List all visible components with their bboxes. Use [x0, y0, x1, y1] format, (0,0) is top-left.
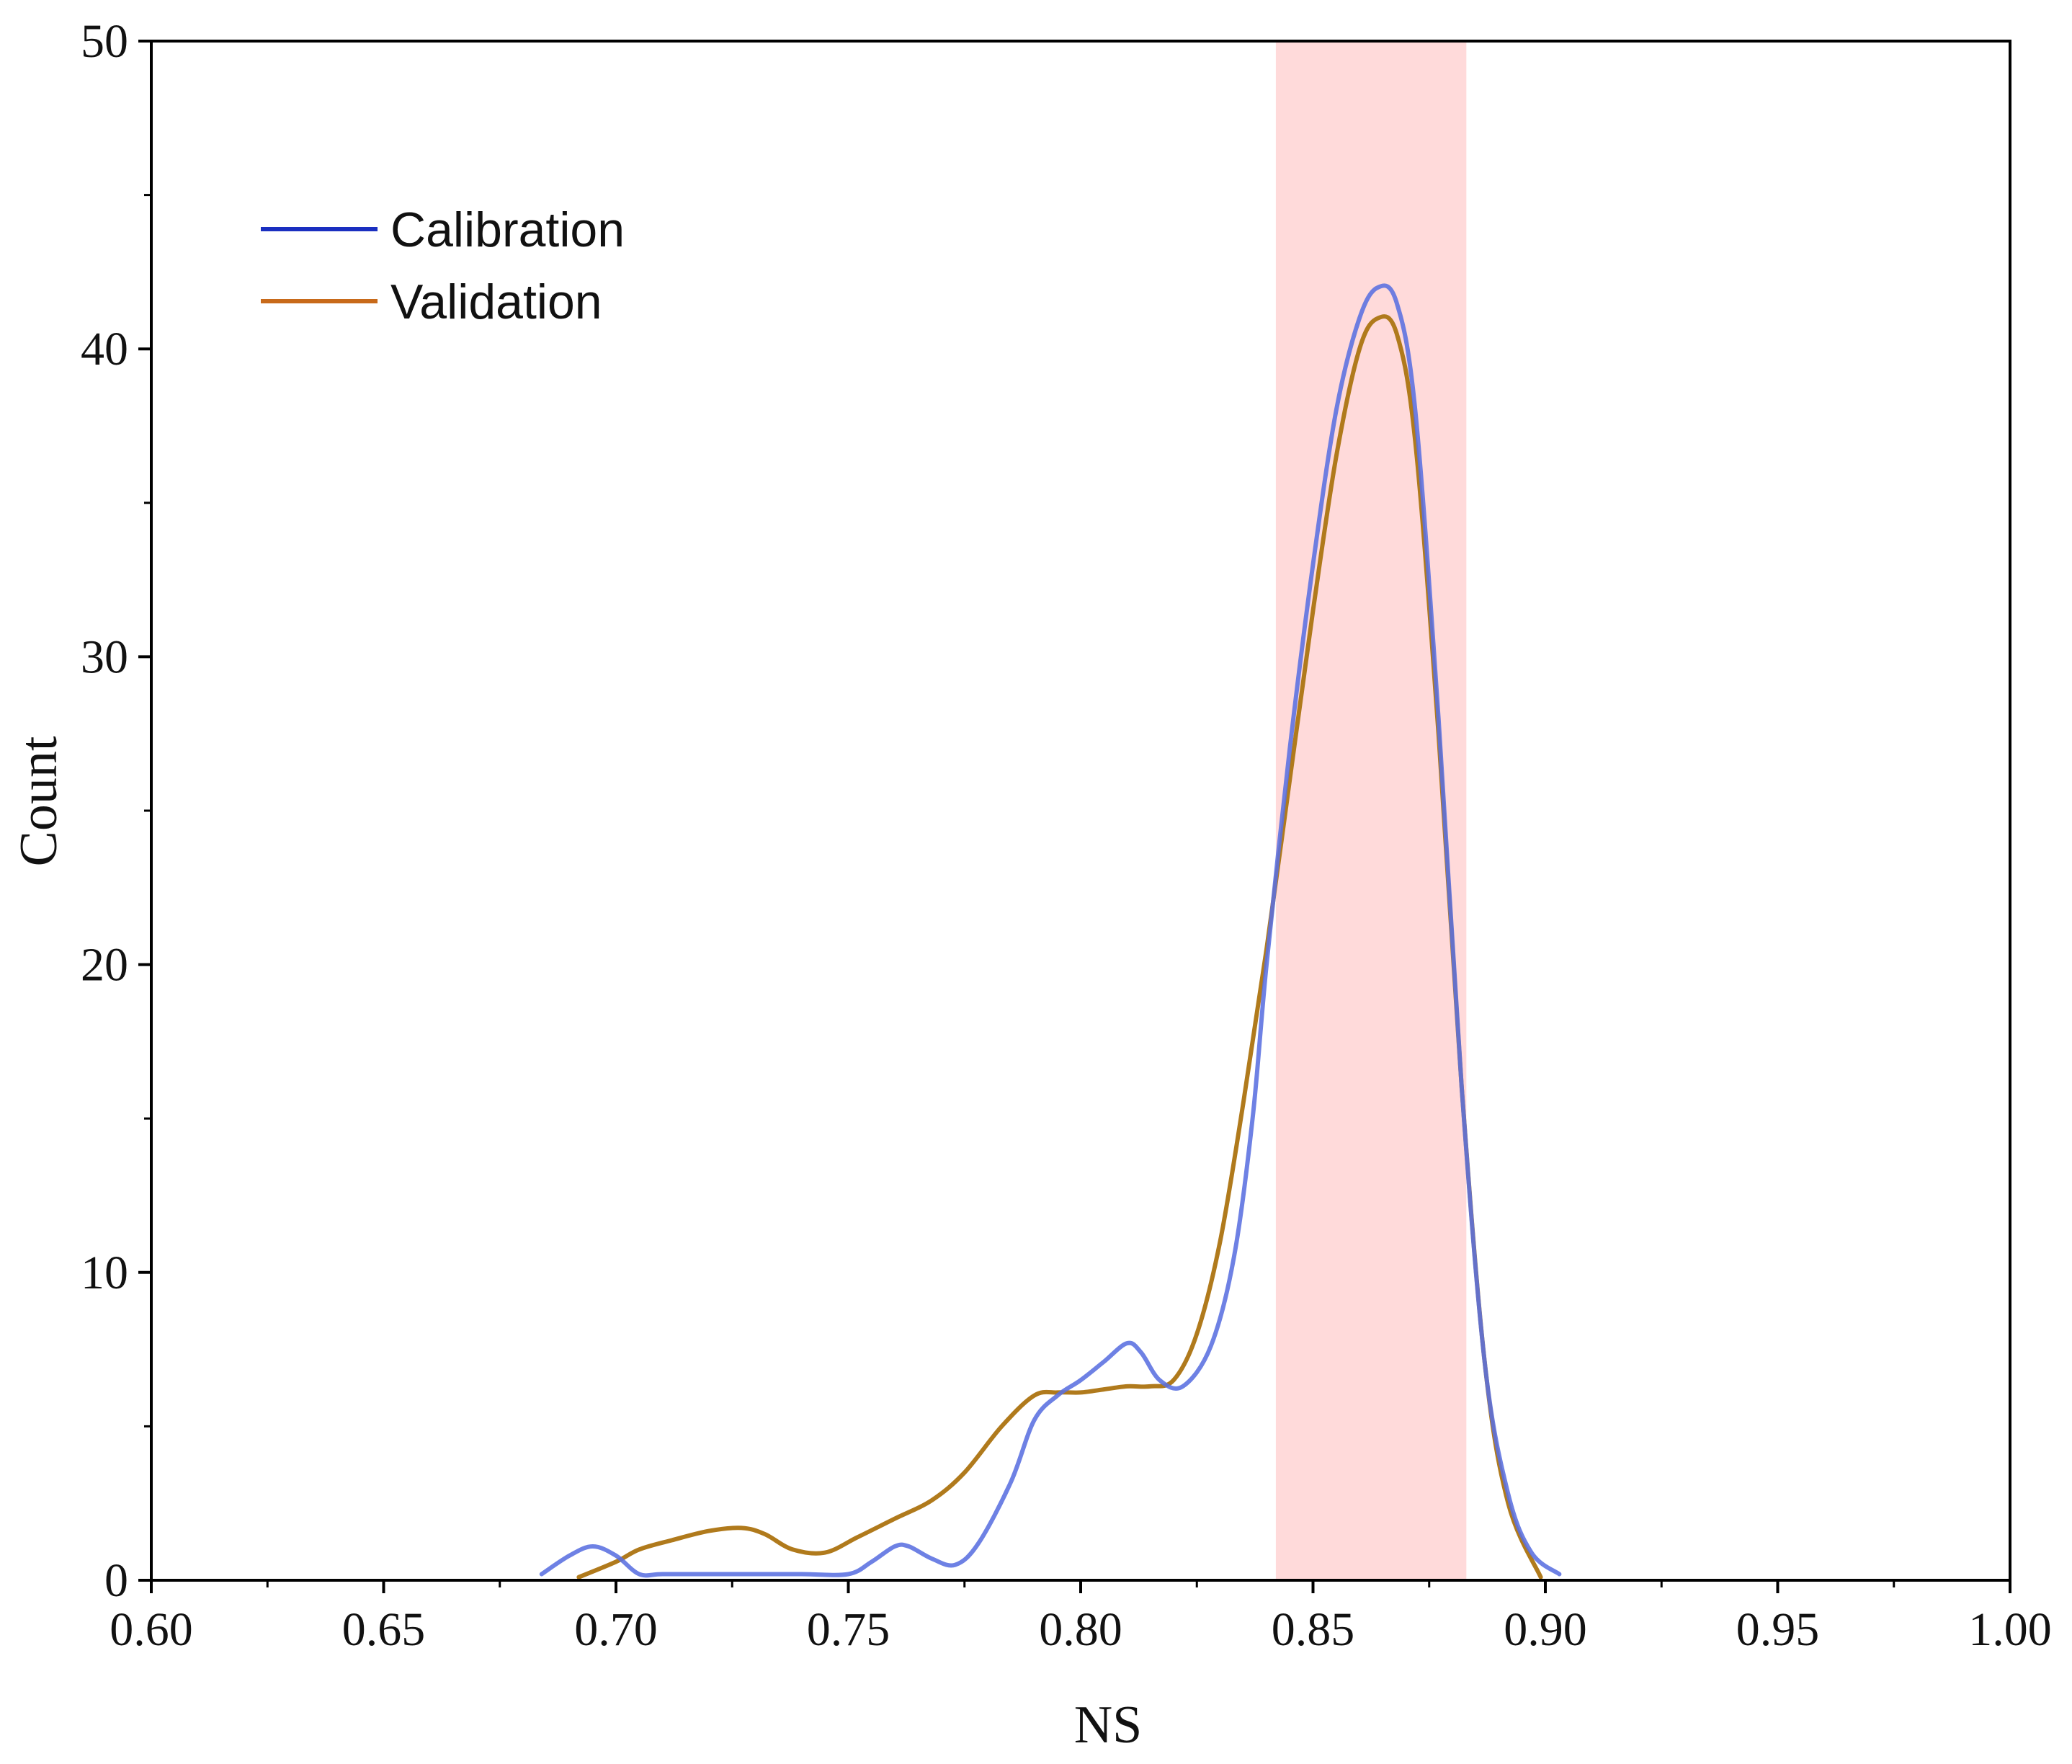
legend-label-calibration: Calibration: [390, 202, 625, 257]
y-tick-label: 30: [81, 631, 128, 683]
series-line-calibration: [539, 283, 1562, 1578]
y-axis-title: Count: [9, 736, 68, 866]
x-tick-label: 0.90: [1504, 1603, 1587, 1656]
y-tick-label: 40: [81, 323, 128, 375]
x-tick-label: 0.60: [110, 1603, 193, 1656]
y-tick-label: 20: [81, 939, 128, 992]
highlight-band: [1275, 41, 1467, 1580]
legend: Calibration Validation: [261, 202, 625, 329]
x-tick-label: 0.85: [1272, 1603, 1355, 1656]
legend-label-validation: Validation: [390, 275, 602, 329]
y-tick-label: 50: [81, 15, 128, 68]
x-tick-label: 0.75: [807, 1603, 890, 1656]
x-tick-label: 0.65: [342, 1603, 426, 1656]
y-tick-label: 0: [104, 1554, 128, 1607]
x-tick-label: 0.70: [574, 1603, 658, 1656]
ticks-layer: 0.60 0.65 0.70 0.75 0.80 0.85 0.90 0.95 1.00 0 10 2…: [81, 15, 2052, 1656]
x-tick-label: 1.00: [1968, 1603, 2052, 1656]
x-tick-label: 0.95: [1736, 1603, 1820, 1656]
highlight-band-layer: [1275, 41, 1467, 1580]
x-axis-title: NS: [1074, 1696, 1143, 1755]
y-tick-label: 10: [81, 1247, 128, 1299]
x-tick-label: 0.80: [1039, 1603, 1122, 1656]
series-layer: [539, 283, 1562, 1580]
